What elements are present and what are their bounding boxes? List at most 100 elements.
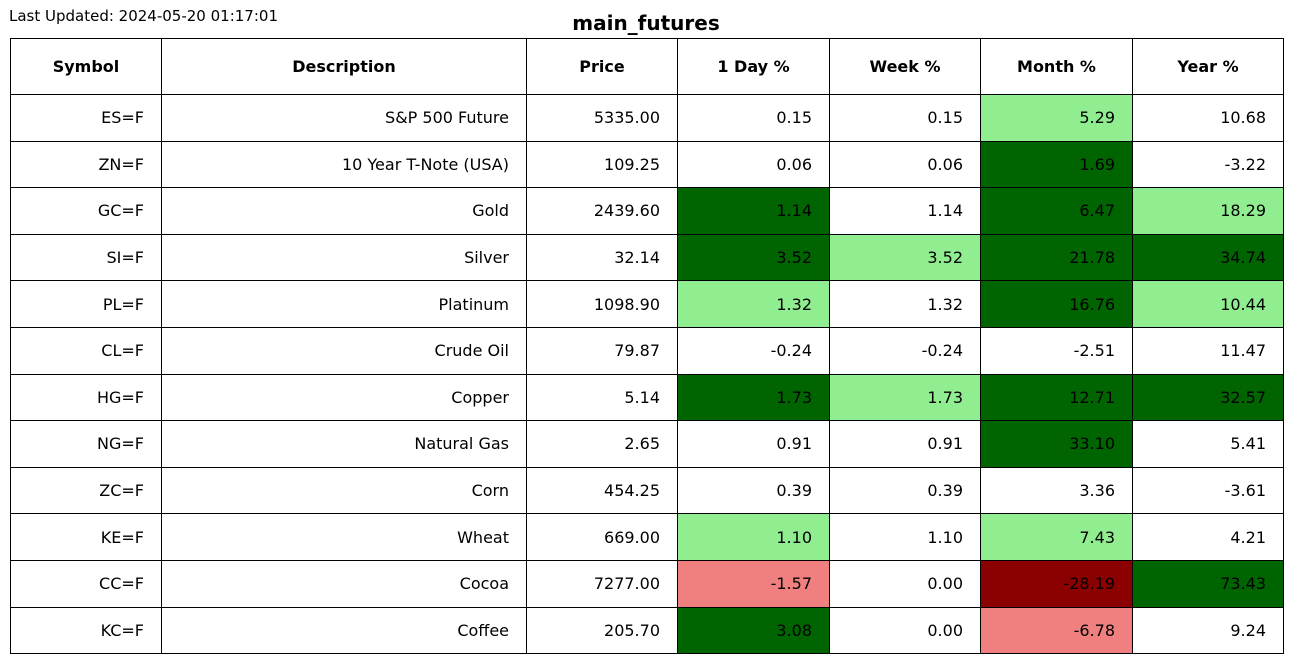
cell-price: 5335.00 — [526, 94, 678, 142]
table-row: PL=F Platinum 1098.90 1.32 1.32 16.76 10.44 — [10, 280, 1284, 328]
header-1-day-pct: 1 Day % — [677, 38, 830, 95]
cell-month-pct: 6.47 — [980, 187, 1133, 235]
cell-year-pct: 73.43 — [1132, 559, 1284, 608]
cell-year-pct: 34.74 — [1132, 233, 1284, 282]
cell-week-pct: -0.24 — [829, 326, 981, 375]
table-row: CC=F Cocoa 7277.00 -1.57 0.00 -28.19 73.43 — [10, 559, 1284, 608]
cell-price: 5.14 — [526, 373, 678, 422]
header-price: Price — [526, 38, 678, 95]
cell-price: 32.14 — [526, 233, 678, 282]
cell-week-pct: 1.32 — [829, 280, 981, 328]
cell-1-day-pct: 1.32 — [677, 280, 830, 328]
cell-description: Coffee — [161, 606, 527, 655]
cell-price: 669.00 — [526, 513, 678, 561]
cell-price: 2439.60 — [526, 187, 678, 235]
header-row: Symbol Description Price 1 Day % Week % … — [10, 38, 1284, 95]
cell-week-pct: 0.15 — [829, 94, 981, 142]
cell-year-pct: 9.24 — [1132, 606, 1284, 655]
cell-year-pct: 10.44 — [1132, 280, 1284, 328]
cell-price: 79.87 — [526, 326, 678, 375]
cell-week-pct: 1.14 — [829, 187, 981, 235]
cell-month-pct: -2.51 — [980, 326, 1133, 375]
cell-symbol: HG=F — [10, 373, 162, 422]
cell-description: Silver — [161, 233, 527, 282]
cell-symbol: SI=F — [10, 233, 162, 282]
cell-month-pct: -28.19 — [980, 559, 1133, 608]
cell-description: Gold — [161, 187, 527, 235]
cell-description: Cocoa — [161, 559, 527, 608]
cell-week-pct: 0.00 — [829, 606, 981, 655]
cell-week-pct: 1.73 — [829, 373, 981, 422]
table-row: HG=F Copper 5.14 1.73 1.73 12.71 32.57 — [10, 373, 1284, 422]
cell-description: Copper — [161, 373, 527, 422]
cell-symbol: ZN=F — [10, 140, 162, 189]
cell-month-pct: 1.69 — [980, 140, 1133, 189]
cell-symbol: GC=F — [10, 187, 162, 235]
table-row: GC=F Gold 2439.60 1.14 1.14 6.47 18.29 — [10, 187, 1284, 235]
table-row: KE=F Wheat 669.00 1.10 1.10 7.43 4.21 — [10, 513, 1284, 561]
cell-1-day-pct: 0.06 — [677, 140, 830, 189]
table-title: main_futures — [572, 11, 720, 35]
table-row: ZC=F Corn 454.25 0.39 0.39 3.36 -3.61 — [10, 466, 1284, 515]
cell-week-pct: 0.91 — [829, 420, 981, 468]
cell-description: S&P 500 Future — [161, 94, 527, 142]
header-week-pct: Week % — [829, 38, 981, 95]
cell-month-pct: 12.71 — [980, 373, 1133, 422]
cell-price: 205.70 — [526, 606, 678, 655]
table-row: ES=F S&P 500 Future 5335.00 0.15 0.15 5.29 10.… — [10, 94, 1284, 142]
table-row: KC=F Coffee 205.70 3.08 0.00 -6.78 9.24 — [10, 606, 1284, 655]
cell-week-pct: 0.00 — [829, 559, 981, 608]
cell-year-pct: 11.47 — [1132, 326, 1284, 375]
cell-year-pct: -3.61 — [1132, 466, 1284, 515]
cell-symbol: CC=F — [10, 559, 162, 608]
cell-month-pct: 21.78 — [980, 233, 1133, 282]
header-month-pct: Month % — [980, 38, 1133, 95]
cell-1-day-pct: 0.91 — [677, 420, 830, 468]
cell-month-pct: 16.76 — [980, 280, 1133, 328]
cell-week-pct: 1.10 — [829, 513, 981, 561]
cell-1-day-pct: -1.57 — [677, 559, 830, 608]
cell-1-day-pct: 3.08 — [677, 606, 830, 655]
cell-description: Natural Gas — [161, 420, 527, 468]
cell-year-pct: 18.29 — [1132, 187, 1284, 235]
cell-week-pct: 0.06 — [829, 140, 981, 189]
cell-week-pct: 3.52 — [829, 233, 981, 282]
cell-price: 109.25 — [526, 140, 678, 189]
table-row: SI=F Silver 32.14 3.52 3.52 21.78 34.74 — [10, 233, 1284, 282]
cell-description: Platinum — [161, 280, 527, 328]
cell-symbol: KC=F — [10, 606, 162, 655]
cell-price: 1098.90 — [526, 280, 678, 328]
cell-price: 2.65 — [526, 420, 678, 468]
cell-symbol: ZC=F — [10, 466, 162, 515]
cell-price: 7277.00 — [526, 559, 678, 608]
table-body: ES=F S&P 500 Future 5335.00 0.15 0.15 5.29 10.… — [10, 94, 1284, 655]
cell-month-pct: 3.36 — [980, 466, 1133, 515]
cell-symbol: ES=F — [10, 94, 162, 142]
cell-year-pct: 32.57 — [1132, 373, 1284, 422]
cell-month-pct: 5.29 — [980, 94, 1133, 142]
cell-week-pct: 0.39 — [829, 466, 981, 515]
header-year-pct: Year % — [1132, 38, 1284, 95]
cell-description: Crude Oil — [161, 326, 527, 375]
cell-1-day-pct: 1.14 — [677, 187, 830, 235]
table-row: CL=F Crude Oil 79.87 -0.24 -0.24 -2.51 11.47 — [10, 326, 1284, 375]
table-row: ZN=F 10 Year T-Note (USA) 109.25 0.06 0.06 1.… — [10, 140, 1284, 189]
last-updated-timestamp: Last Updated: 2024-05-20 01:17:01 — [9, 7, 278, 25]
futures-table: Symbol Description Price 1 Day % Week % … — [10, 38, 1284, 655]
cell-1-day-pct: -0.24 — [677, 326, 830, 375]
cell-symbol: PL=F — [10, 280, 162, 328]
cell-1-day-pct: 1.10 — [677, 513, 830, 561]
cell-year-pct: -3.22 — [1132, 140, 1284, 189]
cell-month-pct: 7.43 — [980, 513, 1133, 561]
header-symbol: Symbol — [10, 38, 162, 95]
cell-description: 10 Year T-Note (USA) — [161, 140, 527, 189]
cell-year-pct: 5.41 — [1132, 420, 1284, 468]
header-description: Description — [161, 38, 527, 95]
table-row: NG=F Natural Gas 2.65 0.91 0.91 33.10 5.41 — [10, 420, 1284, 468]
cell-year-pct: 10.68 — [1132, 94, 1284, 142]
cell-month-pct: 33.10 — [980, 420, 1133, 468]
cell-1-day-pct: 0.39 — [677, 466, 830, 515]
cell-month-pct: -6.78 — [980, 606, 1133, 655]
cell-description: Corn — [161, 466, 527, 515]
cell-symbol: NG=F — [10, 420, 162, 468]
